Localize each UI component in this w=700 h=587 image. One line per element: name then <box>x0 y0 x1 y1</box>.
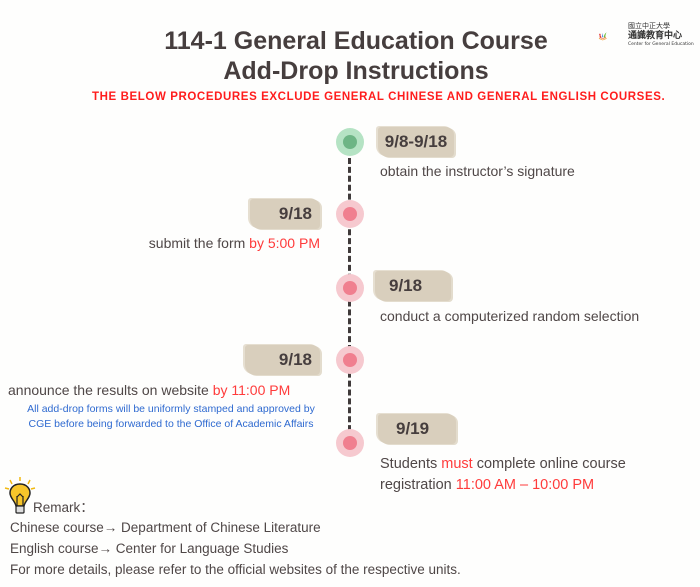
title-line-1: 114-1 General Education Course <box>164 27 548 55</box>
step-text: obtain the instructor’s signature <box>380 163 575 179</box>
note-line: CGE before being forwarded to the Office… <box>28 418 314 430</box>
logo-unit: 通識教育中心 <box>628 31 683 41</box>
logo-university: 國立中正大學 <box>628 22 670 30</box>
remark-line: English course→ Center for Language Stud… <box>10 541 289 556</box>
timeline-dot <box>336 429 364 457</box>
timeline-dot <box>336 200 364 228</box>
cge-logo-icon <box>598 32 607 41</box>
timeline-dot <box>336 346 364 374</box>
exclusion-notice: THE BELOW PROCEDURES EXCLUDE GENERAL CHI… <box>92 91 666 103</box>
step-text: conduct a computerized random selection <box>380 308 640 324</box>
step-text-main: Students <box>380 456 442 472</box>
step-deadline: by 5:00 PM <box>249 235 320 251</box>
emphasis: must <box>441 456 473 472</box>
remark-line: For more details, please refer to the of… <box>10 562 461 577</box>
timeline-dot <box>336 274 364 302</box>
step-deadline: 11:00 AM – 10:00 PM <box>455 477 595 493</box>
step-deadline: by 11:00 PM <box>212 382 291 398</box>
timeline-dot-current <box>336 128 364 156</box>
step-text: announce the results on website by 11:00… <box>8 382 290 398</box>
remark-label: Remark： <box>33 500 94 515</box>
remark-list: Chinese course→ Department of Chinese Li… <box>10 517 461 580</box>
remark-line: Chinese course→ Department of Chinese Li… <box>10 520 321 535</box>
step-text-main: complete online course <box>472 456 626 472</box>
step-text-main: announce the results on website <box>8 382 213 398</box>
step-text-main: registration <box>380 477 456 493</box>
title-line-2: Add-Drop Instructions <box>223 57 489 85</box>
approval-note: All add-drop forms will be uniformly sta… <box>6 402 336 432</box>
cge-logo-text: 國立中正大學 通識教育中心 Center for General Educati… <box>628 22 694 48</box>
note-line: All add-drop forms will be uniformly sta… <box>27 403 315 415</box>
logo-unit-en: Center for General Education <box>628 42 694 47</box>
step-date: 9/8-9/18 <box>378 127 454 157</box>
step-text: Students must complete online course reg… <box>380 454 626 496</box>
step-date: 9/18 <box>375 271 451 301</box>
step-date: 9/18 <box>250 199 320 229</box>
step-text: submit the form by 5:00 PM <box>149 235 320 251</box>
page-title: 114-1 General Education Course Add-Drop … <box>0 26 700 86</box>
lightbulb-icon <box>4 477 36 514</box>
step-date: 9/19 <box>378 414 456 444</box>
step-text-main: submit the form <box>148 235 250 251</box>
step-date: 9/18 <box>245 345 320 375</box>
